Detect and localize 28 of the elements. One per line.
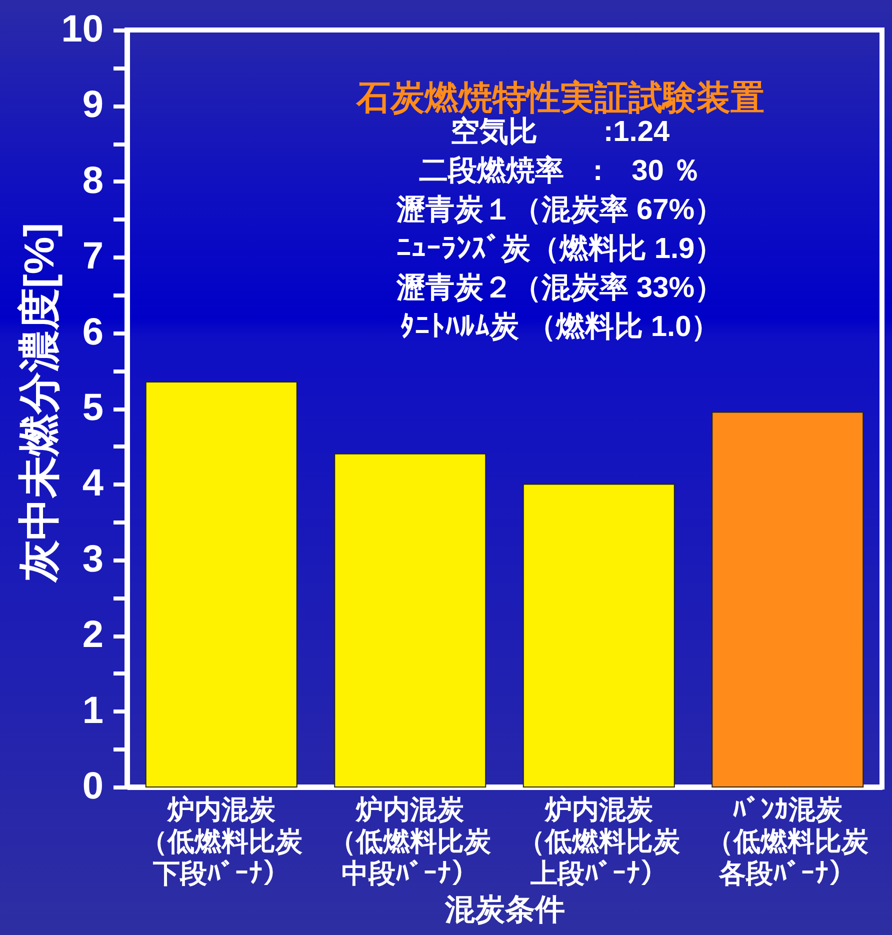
y-tick-label: 2	[82, 614, 104, 656]
y-tick-label: 9	[82, 84, 104, 126]
bar	[522, 484, 675, 788]
y-tick-label: 5	[82, 387, 104, 429]
x-tick-label: ﾊﾞﾝｶ混炭（低燃料比炭各段ﾊﾞｰﾅ）	[706, 794, 869, 888]
annotation: 瀝青炭２（混炭率 33%）	[395, 271, 724, 304]
y-tick-label: 0	[82, 766, 104, 808]
x-tick-label: 炉内混炭（低燃料比炭中段ﾊﾞｰﾅ）	[329, 794, 492, 888]
y-axis-title: 灰中未燃分濃度[%]	[16, 222, 62, 584]
y-tick-label: 10	[61, 8, 104, 50]
text: 石炭燃焼特性実証試験装置	[356, 79, 764, 117]
bar	[712, 412, 864, 788]
x-tick-label: 炉内混炭（低燃料比炭下段ﾊﾞｰﾅ）	[140, 794, 302, 888]
annotation: 瀝青炭１（混炭率 67%）	[395, 193, 724, 226]
x-axis-title: 混炭条件	[444, 894, 565, 926]
y-tick-label: 4	[82, 462, 104, 505]
annotation: 空気比 :1.24	[450, 115, 670, 148]
annotation: ﾀﾆﾄﾊﾙﾑ炭 （燃料比 1.0）	[400, 311, 720, 343]
y-tick-label: 3	[82, 538, 104, 580]
bar	[145, 382, 298, 788]
y-tick-label: 7	[82, 236, 104, 278]
y-tick-label: 8	[82, 160, 104, 202]
y-tick-label: 6	[82, 311, 104, 354]
y-tick-label: 1	[82, 690, 104, 732]
annotation: 二段燃焼率 : 30 ％	[419, 154, 701, 187]
bar	[334, 453, 486, 788]
annotation: ﾆｭｰﾗﾝｽﾞ炭（燃料比 1.9）	[396, 233, 724, 265]
x-tick-label: 炉内混炭（低燃料比炭上段ﾊﾞｰﾅ）	[518, 794, 680, 888]
